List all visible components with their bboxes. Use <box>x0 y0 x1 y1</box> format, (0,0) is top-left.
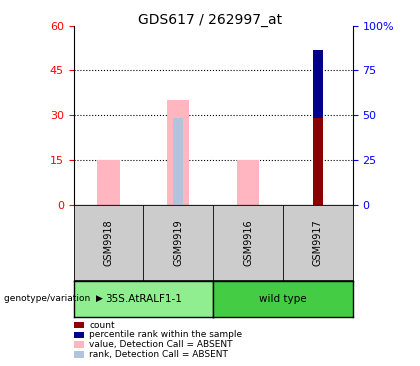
Text: GSM9916: GSM9916 <box>243 219 253 266</box>
Bar <box>167 100 189 205</box>
Text: GSM9918: GSM9918 <box>103 219 113 266</box>
Text: 35S.AtRALF1-1: 35S.AtRALF1-1 <box>105 294 182 304</box>
Text: GDS617 / 262997_at: GDS617 / 262997_at <box>138 13 282 27</box>
Bar <box>237 160 259 205</box>
Text: count: count <box>89 321 115 329</box>
Bar <box>312 118 323 205</box>
Bar <box>173 118 184 205</box>
Bar <box>312 49 323 118</box>
Text: GSM9917: GSM9917 <box>313 219 323 266</box>
Text: genotype/variation  ▶: genotype/variation ▶ <box>4 294 103 303</box>
Text: percentile rank within the sample: percentile rank within the sample <box>89 330 242 339</box>
Text: wild type: wild type <box>259 294 307 304</box>
Text: GSM9919: GSM9919 <box>173 219 183 266</box>
Bar <box>97 160 120 205</box>
Text: rank, Detection Call = ABSENT: rank, Detection Call = ABSENT <box>89 350 228 359</box>
Text: value, Detection Call = ABSENT: value, Detection Call = ABSENT <box>89 340 233 349</box>
